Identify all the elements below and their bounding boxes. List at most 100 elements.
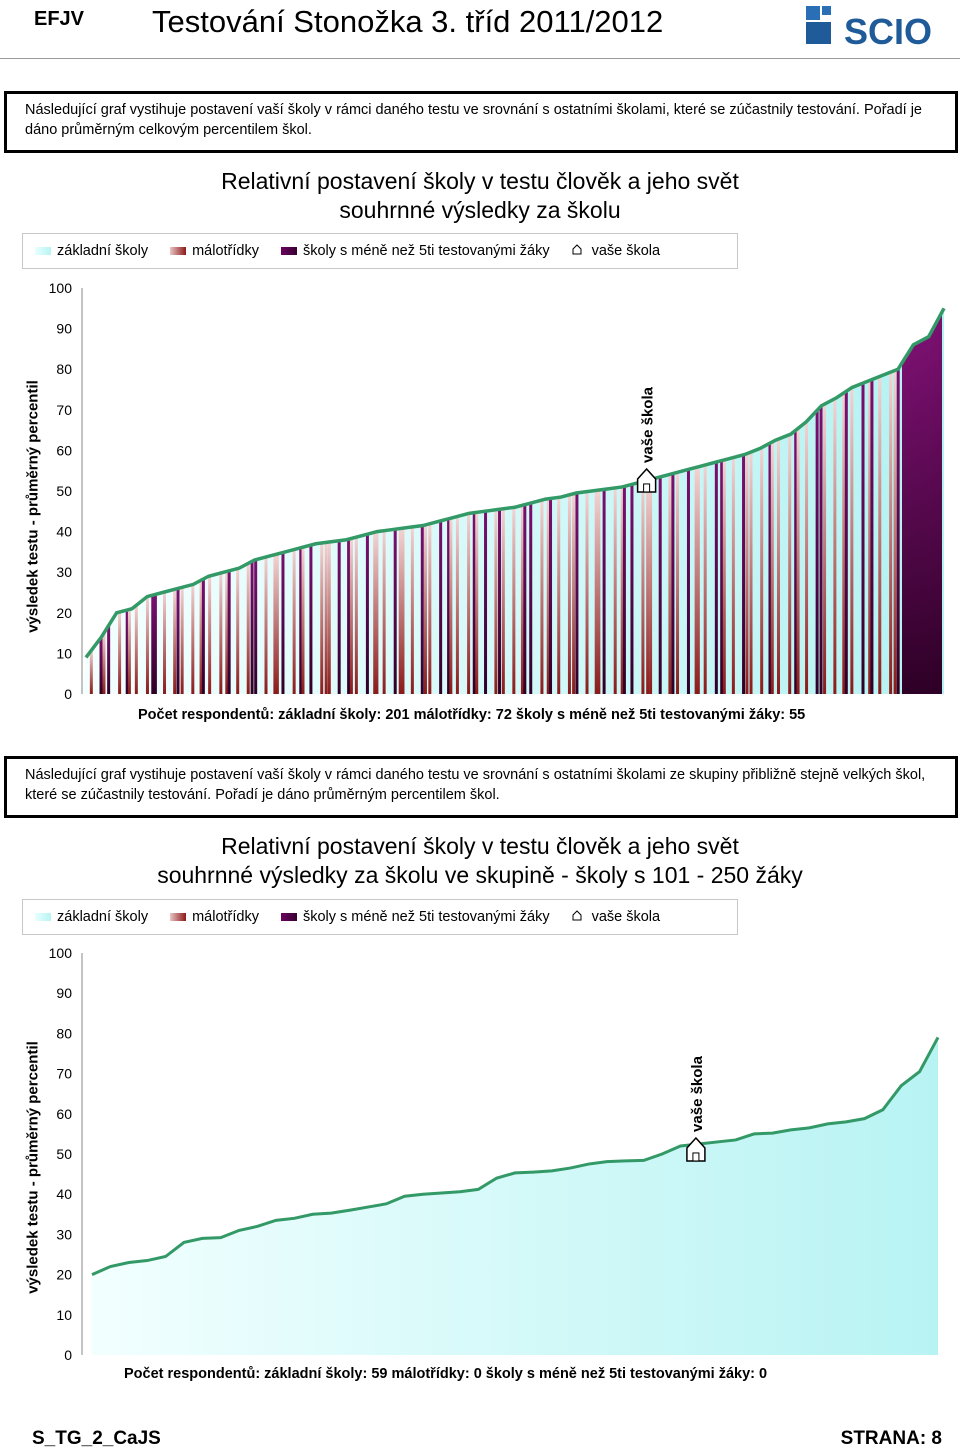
small-school-bar xyxy=(375,531,379,694)
few-pupils-school-bar xyxy=(365,534,369,694)
small-school-bar xyxy=(494,509,498,694)
few-pupils-school-bar xyxy=(439,520,443,694)
ranking-line xyxy=(91,1036,940,1276)
house-door xyxy=(643,483,651,493)
small-school-bar xyxy=(163,591,167,694)
y-tick-label: 90 xyxy=(56,321,72,337)
report-code: EFJV xyxy=(34,8,85,30)
y-tick-label: 100 xyxy=(49,945,73,961)
small-school-bar xyxy=(572,493,576,694)
few-pupils-school-bar xyxy=(720,460,724,694)
chart2-title-line2: souhrnné výsledky za školu ve skupině - … xyxy=(157,862,803,888)
legend-item-small: málotřídky xyxy=(170,243,259,259)
small-school-bar xyxy=(449,518,453,694)
small-school-bar xyxy=(745,453,749,694)
small-school-bar xyxy=(512,507,516,694)
small-school-bar xyxy=(597,490,601,694)
small-school-bar xyxy=(236,568,240,694)
few-pupils-school-bar xyxy=(922,339,926,694)
small-school-bar xyxy=(722,459,726,694)
few-pupils-school-bar xyxy=(602,489,606,694)
legend-swatch xyxy=(280,913,297,921)
y-tick-label: 30 xyxy=(56,1226,72,1242)
few-pupils-school-bar xyxy=(714,462,718,694)
footer-code: S_TG_2_CaJS xyxy=(32,1428,161,1449)
y-tick-label: 80 xyxy=(56,361,72,377)
small-school-bar xyxy=(850,387,854,694)
few-pupils-school-bar xyxy=(99,637,103,694)
y-tick-label: 40 xyxy=(56,1186,72,1202)
small-school-bar xyxy=(398,528,402,694)
small-school-bar xyxy=(893,370,897,694)
few-pupils-school-bar xyxy=(281,552,285,694)
few-pupils-school-bar xyxy=(926,337,930,694)
small-school-bar xyxy=(731,457,735,694)
few-pupils-school-bar xyxy=(918,341,922,694)
chart2-respondent-count: Počet respondentů: základní školy: 59 má… xyxy=(124,1366,768,1382)
few-pupils-school-bar xyxy=(176,588,180,694)
small-school-bar xyxy=(301,547,305,694)
legend-item-basic: základní školy xyxy=(35,243,148,259)
small-school-bar xyxy=(546,498,550,694)
y-tick-label: 60 xyxy=(56,442,72,458)
few-pupils-school-bar xyxy=(861,383,865,694)
header-divider xyxy=(0,58,960,59)
small-school-bar xyxy=(868,380,872,694)
few-pupils-school-bar xyxy=(686,469,690,694)
small-school-bar xyxy=(770,441,774,694)
legend-item-small: málotřídky xyxy=(170,909,259,925)
small-school-bar xyxy=(878,376,882,694)
small-school-bar xyxy=(475,512,479,694)
few-pupils-school-bar xyxy=(250,561,254,694)
few-pupils-school-bar xyxy=(930,330,934,694)
legend-swatch xyxy=(35,913,51,921)
few-pupils-school-bar xyxy=(447,518,451,694)
small-school-bar xyxy=(646,480,650,694)
few-pupils-school-bar xyxy=(420,525,424,694)
legend-swatch xyxy=(170,247,187,255)
small-school-bar xyxy=(180,587,184,694)
small-school-bar xyxy=(842,392,846,694)
small-school-bar xyxy=(219,573,223,694)
small-school-bar xyxy=(292,549,296,694)
small-school-bar xyxy=(788,434,792,694)
chart2-plot: 0 10 20 30 40 50 60 70 80 90 100 vaše škola xyxy=(49,945,940,1363)
small-school-bar xyxy=(118,612,122,694)
small-school-bar xyxy=(423,524,427,694)
small-school-bar xyxy=(324,542,328,694)
chart2-intro: Následující graf vystihuje postavení vaš… xyxy=(4,756,958,818)
legend-item-basic: základní školy xyxy=(35,909,148,925)
your-school-label: vaše škola xyxy=(640,386,657,463)
small-school-bar xyxy=(796,428,800,694)
small-school-bar xyxy=(889,372,893,694)
small-school-bar xyxy=(676,472,680,694)
few-pupils-school-bar xyxy=(523,504,527,694)
small-school-bar xyxy=(349,538,353,694)
legend-item-yours: vaše škola xyxy=(572,909,660,925)
few-pupils-school-bar xyxy=(125,610,129,694)
chart1-plot: 0 10 20 30 40 50 60 70 80 90 100 vaše škola xyxy=(49,280,946,702)
few-pupils-school-bar xyxy=(393,529,397,694)
small-school-bar xyxy=(327,541,331,694)
small-school-bar xyxy=(401,528,405,694)
small-school-bar xyxy=(641,481,645,694)
y-tick-label: 100 xyxy=(49,280,73,296)
chart1-title-line2: souhrnné výsledky za školu xyxy=(339,197,621,223)
small-school-bar xyxy=(246,563,250,694)
few-pupils-school-bar xyxy=(934,323,938,694)
chart1-title-line1: Relativní postavení školy v testu člověk… xyxy=(221,168,739,194)
few-pupils-school-bar xyxy=(227,570,231,694)
small-school-bar xyxy=(382,530,386,694)
y-tick-label: 50 xyxy=(56,483,72,499)
small-school-bar xyxy=(594,490,598,694)
chart2-legend: základní školy málotřídky školy s méně n… xyxy=(22,899,738,935)
few-pupils-school-bar xyxy=(870,379,874,694)
few-pupils-school-bar xyxy=(337,540,341,694)
y-tick-label: 70 xyxy=(56,1066,72,1082)
few-pupils-school-bar xyxy=(938,315,942,694)
legend-item-few: školy s méně než 5ti testovanými žáky xyxy=(280,243,550,259)
legend-item-yours: vaše škola xyxy=(572,243,660,259)
small-school-bar xyxy=(694,467,698,694)
small-school-bar xyxy=(760,447,764,694)
small-school-bar xyxy=(696,466,700,694)
